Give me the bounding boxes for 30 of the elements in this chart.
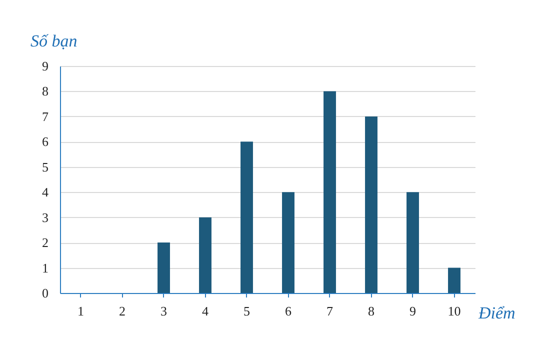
y-tick-label: 8 (42, 84, 48, 99)
x-tick-label: 10 (448, 304, 461, 318)
bar (406, 192, 419, 293)
x-axis-title: Điểm (478, 304, 516, 322)
x-tick-label: 9 (410, 304, 416, 318)
x-tick-label: 2 (119, 304, 126, 318)
y-tick-label: 0 (42, 286, 48, 300)
bar (158, 242, 170, 293)
bar (365, 116, 378, 293)
x-tick-label: 6 (285, 304, 292, 318)
y-tick-label: 5 (42, 159, 48, 174)
y-tick-label: 6 (42, 134, 49, 150)
x-tick-label: 3 (160, 304, 167, 318)
x-tick-label: 8 (368, 304, 374, 318)
y-tick-label: 4 (42, 184, 49, 200)
y-tick-label: 2 (42, 235, 48, 250)
x-tick-label: 7 (326, 304, 334, 318)
y-tick-label: 7 (42, 108, 49, 124)
y-axis-title: Số bạn (30, 32, 78, 50)
y-tick-label: 3 (42, 210, 48, 225)
bar (448, 268, 460, 293)
x-tick-label: 5 (244, 304, 250, 318)
bar (324, 91, 336, 293)
x-tick-label: 1 (78, 304, 84, 318)
y-tick-label: 1 (42, 260, 48, 276)
bar (240, 142, 253, 293)
bar (199, 217, 212, 293)
x-tick-label: 4 (202, 304, 209, 318)
bar (282, 192, 294, 293)
y-tick-label: 9 (42, 58, 48, 74)
